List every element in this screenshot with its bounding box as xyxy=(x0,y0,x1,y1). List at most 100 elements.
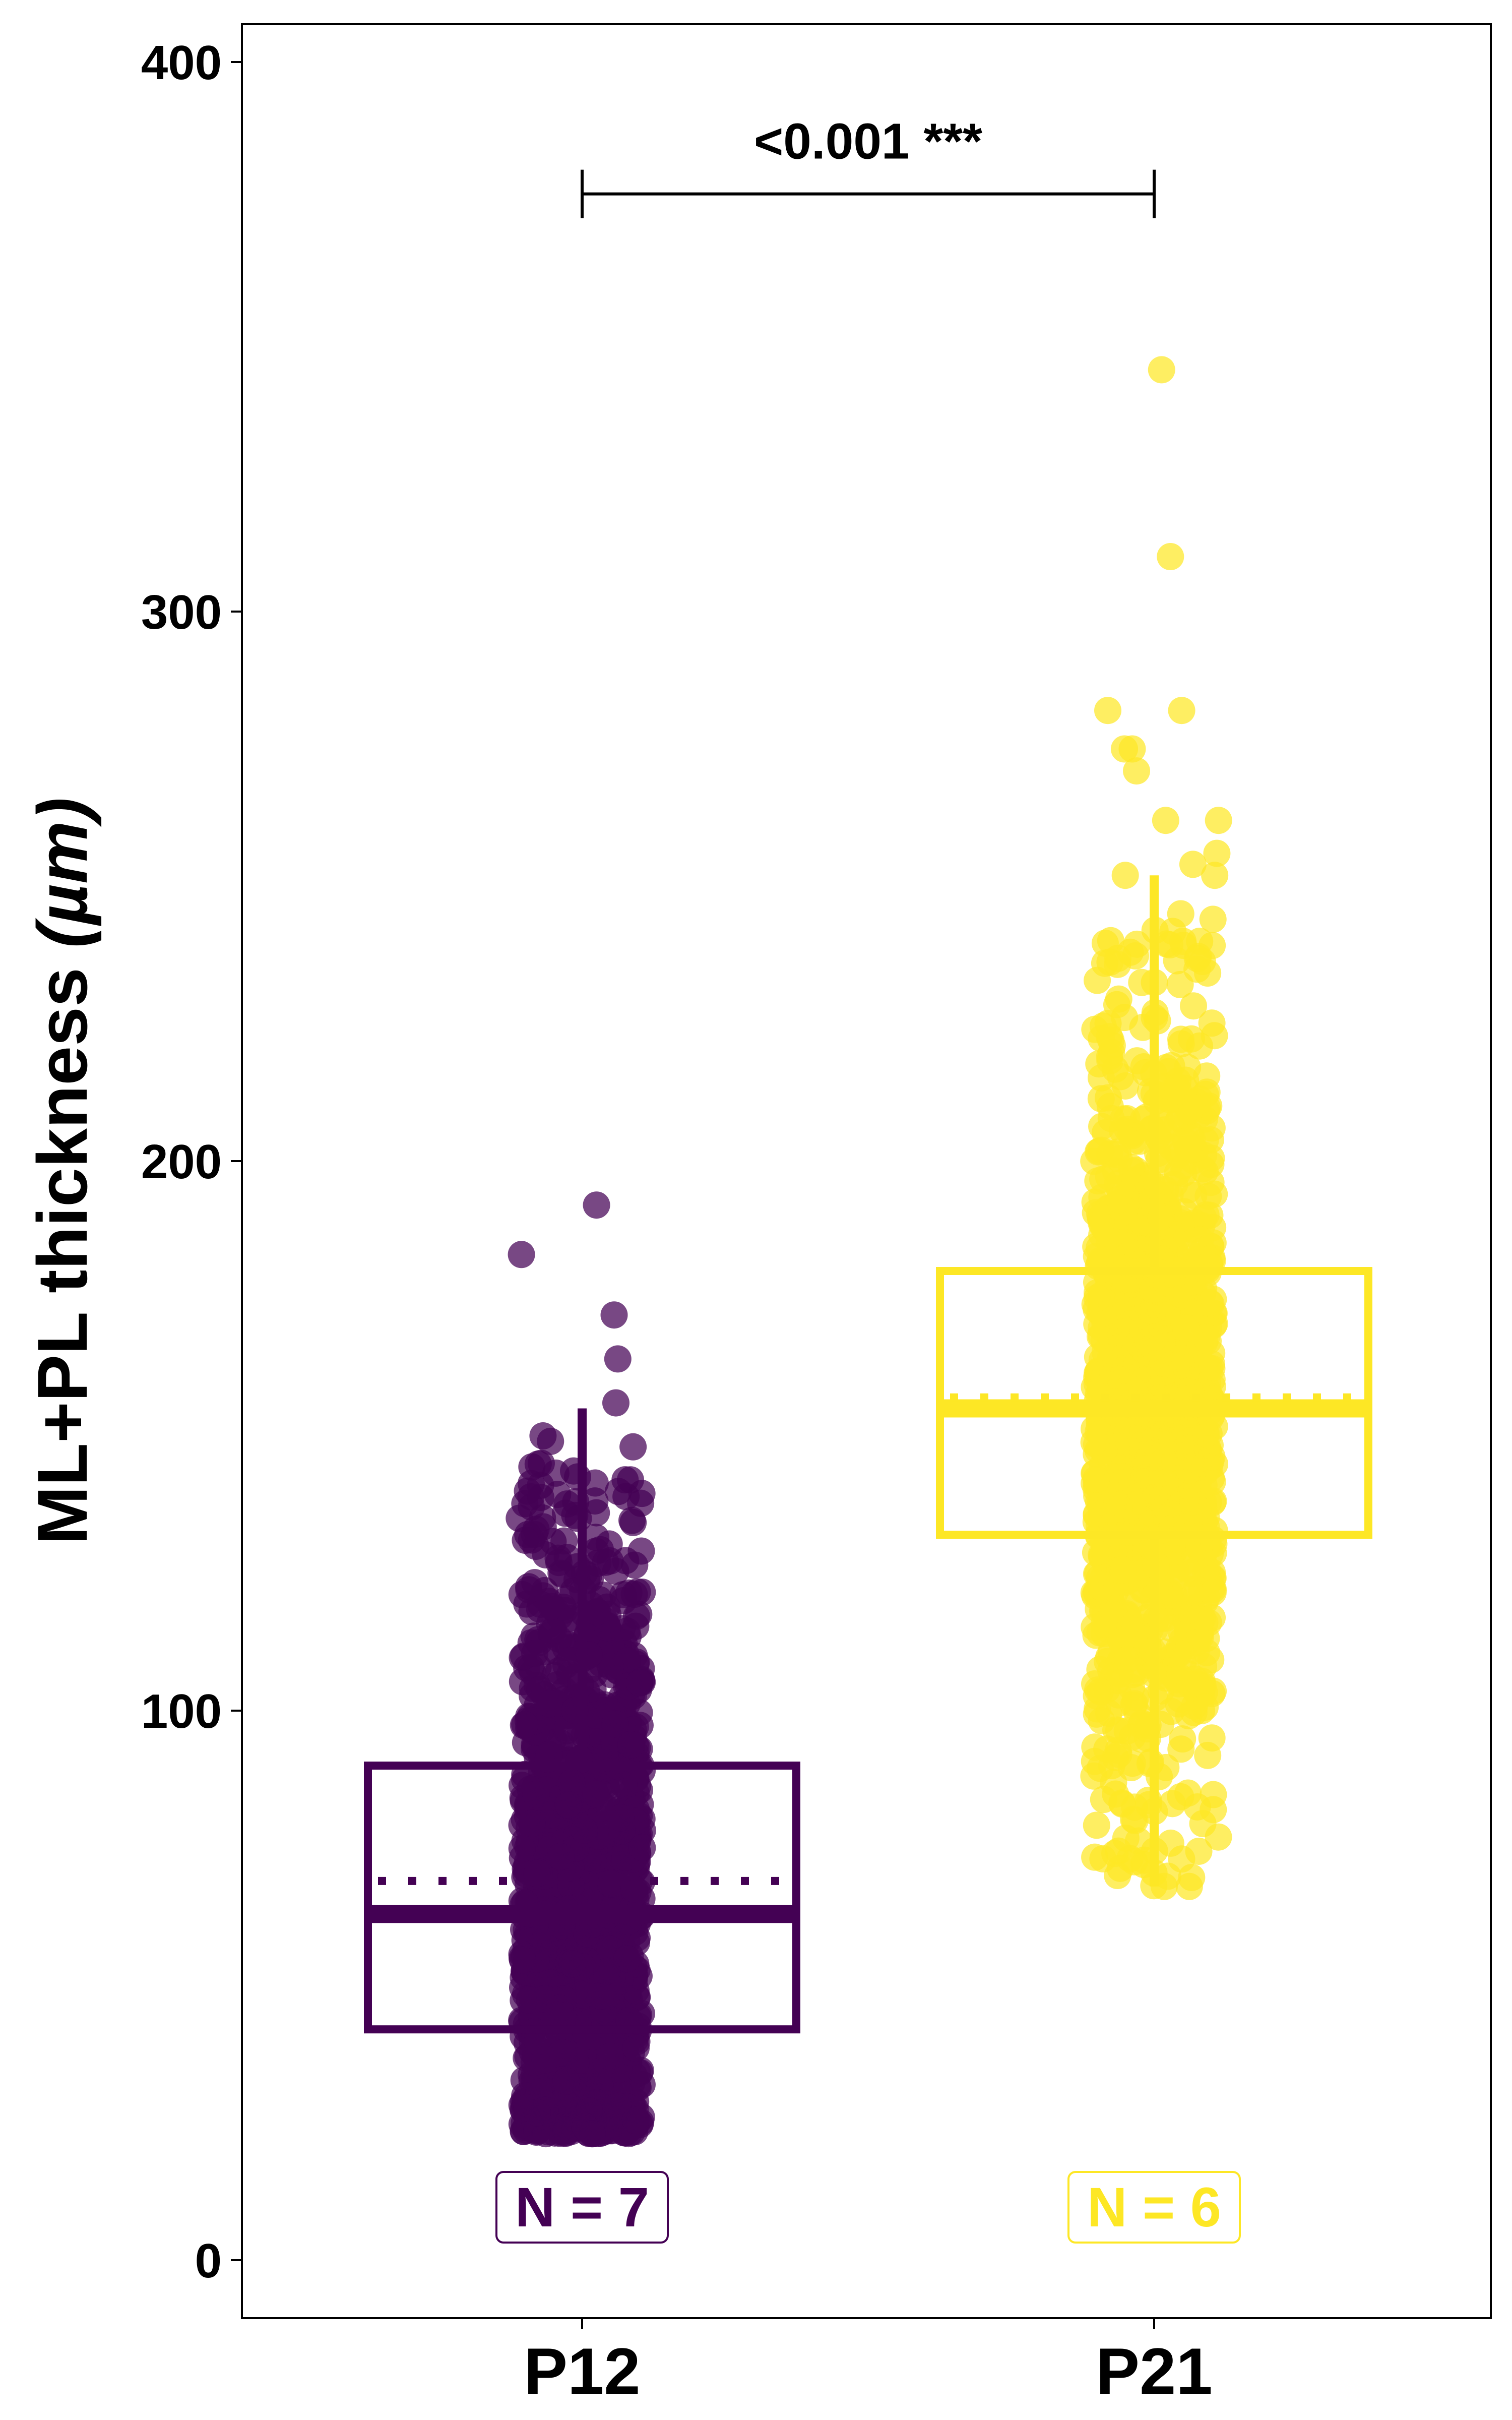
data-point xyxy=(511,1711,539,1738)
n-label-text: N = 6 xyxy=(1087,2176,1221,2238)
n-label-box xyxy=(495,2171,669,2244)
n-label-P21: N = 6 xyxy=(1067,2171,1241,2244)
data-point xyxy=(607,1804,635,1832)
outlier-point xyxy=(1098,1752,1125,1779)
x-axis-ticks: P12 P21 xyxy=(524,2318,1213,2408)
points-P21 xyxy=(1080,356,1232,1900)
data-point xyxy=(558,1950,586,1978)
outlier-point xyxy=(1152,807,1179,834)
data-point xyxy=(617,1731,645,1759)
data-point xyxy=(1176,1427,1204,1455)
data-point xyxy=(1114,1646,1142,1673)
data-point xyxy=(622,2106,650,2134)
n-label-text: N = 7 xyxy=(515,2176,649,2238)
data-point xyxy=(540,1616,568,1644)
data-point xyxy=(613,1945,641,1973)
y-tick-label: 0 xyxy=(195,2234,222,2288)
y-tick-label: 200 xyxy=(141,1135,222,1189)
plot-frame xyxy=(241,23,1492,2319)
data-point xyxy=(1082,1539,1109,1566)
outlier-point xyxy=(527,1472,554,1499)
data-point xyxy=(1130,1366,1158,1394)
outlier-point xyxy=(1148,356,1175,384)
outlier-point xyxy=(584,1598,611,1625)
data-point xyxy=(1191,1693,1219,1721)
data-point xyxy=(1167,1030,1195,1058)
outlier-point xyxy=(508,1241,535,1268)
data-point xyxy=(1083,1700,1110,1728)
outlier-point xyxy=(1201,862,1229,889)
outlier-point xyxy=(1179,851,1207,878)
data-point xyxy=(509,1946,536,1974)
outlier-point xyxy=(1111,735,1139,763)
data-point xyxy=(1109,1117,1137,1144)
data-point xyxy=(622,2034,650,2062)
data-point xyxy=(571,1816,598,1844)
data-point xyxy=(1091,929,1119,957)
y-tick-label: 300 xyxy=(141,585,222,639)
data-point xyxy=(1094,1009,1122,1037)
data-point xyxy=(1109,1463,1137,1491)
data-point xyxy=(1180,1135,1208,1163)
y-tick-label: 400 xyxy=(141,36,222,90)
data-point xyxy=(1139,1276,1167,1304)
data-point xyxy=(1175,1098,1203,1125)
data-point xyxy=(558,1769,586,1797)
data-point xyxy=(601,1710,629,1738)
data-point xyxy=(508,1835,536,1862)
outlier-point xyxy=(512,1527,539,1554)
data-point xyxy=(626,1669,654,1697)
data-point xyxy=(1128,969,1156,996)
data-point xyxy=(545,1657,573,1685)
data-point xyxy=(532,2120,559,2148)
x-tick-label: P21 xyxy=(1096,2334,1212,2408)
outlier-point xyxy=(619,1433,647,1461)
outlier-point xyxy=(1203,839,1231,867)
data-point xyxy=(1188,1237,1216,1265)
outlier-point xyxy=(1157,543,1184,570)
data-point xyxy=(597,1870,625,1898)
boxes xyxy=(364,875,1372,2074)
significance-label: <0.001 *** xyxy=(754,113,982,170)
outlier-point xyxy=(1111,862,1139,889)
data-point xyxy=(628,1834,656,1861)
data-point xyxy=(1179,992,1207,1020)
outlier-point xyxy=(600,1301,628,1329)
data-point xyxy=(1105,1495,1133,1523)
data-point xyxy=(1199,1468,1226,1496)
data-point xyxy=(1172,1314,1200,1342)
outlier-point xyxy=(1205,807,1232,834)
data-point xyxy=(1109,1556,1137,1584)
outlier-point xyxy=(602,1389,630,1417)
y-tick-label: 100 xyxy=(141,1684,222,1738)
data-point xyxy=(1083,1284,1111,1312)
data-point xyxy=(1200,1286,1227,1313)
data-point xyxy=(593,1982,620,2010)
y-axis-label: ML+PL thickness (µm) xyxy=(23,798,102,1545)
outlier-point xyxy=(604,1345,632,1373)
outlier-point xyxy=(527,1449,555,1477)
outlier-point xyxy=(1168,697,1195,724)
data-point xyxy=(621,1551,649,1579)
outlier-point xyxy=(616,1466,644,1494)
data-point xyxy=(1145,1146,1173,1174)
data-point xyxy=(535,1690,563,1718)
data-point xyxy=(1098,1244,1125,1272)
y-axis-ticks: 0 100 200 300 400 xyxy=(141,36,242,2288)
outlier-point xyxy=(537,1427,564,1455)
outlier-point xyxy=(1174,1779,1202,1807)
data-point xyxy=(1081,1373,1108,1401)
data-point xyxy=(1097,1344,1124,1371)
outlier-point xyxy=(1121,1807,1149,1834)
data-points xyxy=(506,356,1232,2148)
data-point xyxy=(1087,1573,1115,1601)
n-label-P12: N = 7 xyxy=(495,2171,669,2244)
outlier-point xyxy=(609,1587,637,1614)
data-point xyxy=(1086,1656,1114,1683)
outlier-point xyxy=(1199,905,1227,933)
data-point xyxy=(1122,1683,1150,1711)
data-point xyxy=(1198,1366,1226,1394)
outlier-point xyxy=(1101,1840,1129,1867)
data-point xyxy=(538,1593,565,1620)
data-point xyxy=(1198,1009,1226,1037)
